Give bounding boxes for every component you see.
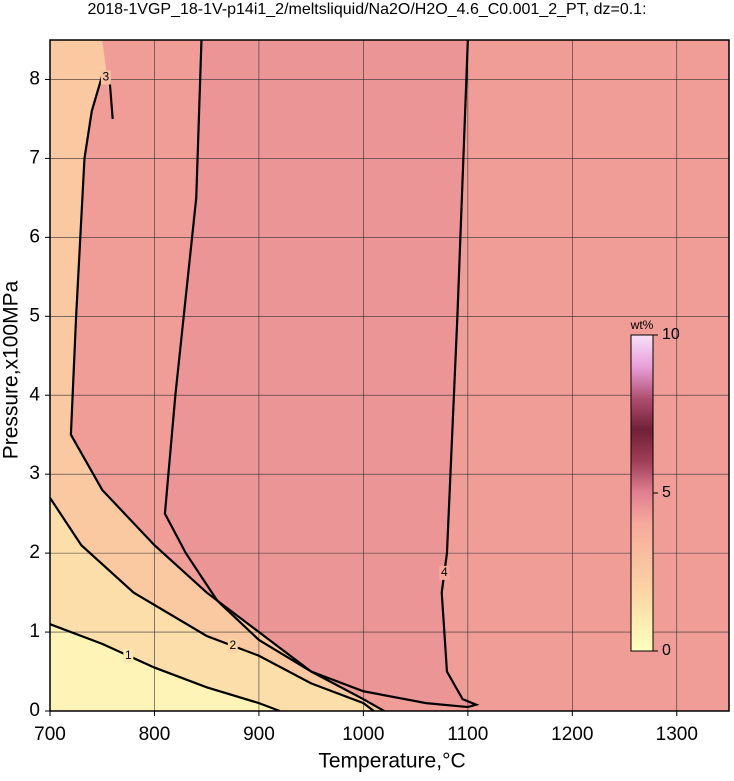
y-tick-label: 1 [29, 621, 40, 642]
contour-line [69, 73, 385, 711]
y-tick-label: 0 [29, 700, 40, 721]
contour-line [163, 40, 480, 709]
y-tick-label: 3 [29, 463, 40, 484]
contour-label-bg [123, 648, 134, 663]
y-tick-label: 6 [29, 226, 40, 247]
y-axis-label: Pressure,x100MPa [0, 280, 23, 459]
contour-label-bg [100, 70, 111, 85]
y-tick-label: 7 [29, 147, 40, 168]
plot-frame [49, 39, 730, 712]
contour-label: 2 [229, 638, 236, 652]
colorbar-tick-label: 0 [662, 642, 671, 659]
chart-title: 2018-1VGP_18-1V-p14i1_2/meltsliquid/Na2O… [87, 1, 646, 18]
x-tick-label: 1200 [551, 724, 593, 745]
y-tick-label: 2 [29, 542, 40, 563]
y-tick-label: 8 [29, 68, 40, 89]
contour-line [50, 623, 281, 711]
contour-label: 3 [103, 70, 110, 84]
x-tick-label: 1300 [656, 724, 698, 745]
colorbar [630, 334, 654, 652]
contour-region [50, 40, 385, 711]
contour-region [50, 624, 280, 711]
colorbar-tick-label: 10 [662, 326, 680, 343]
axes: 700 800 900 1000 1100 1200 1300 0 1 2 3 4 5 6 7 8 wt% 0 5 1… [29, 39, 730, 745]
x-tick-label: 800 [139, 724, 171, 745]
contour-region [164, 40, 477, 708]
contour-label: 1 [125, 648, 132, 662]
colorbar-tick-label: 5 [662, 484, 671, 501]
x-tick-label: 1100 [447, 724, 488, 745]
contour-label-bg [227, 638, 238, 653]
y-tick-label: 4 [29, 384, 40, 405]
contour-label: 4 [441, 565, 448, 579]
y-tick-label: 5 [29, 305, 40, 326]
x-tick-label: 700 [34, 724, 66, 745]
plot-area: 4 3 2 1 [50, 40, 729, 711]
x-tick-label: 1000 [342, 724, 384, 745]
contour-label-bg [439, 565, 450, 580]
colorbar-label: wt% [630, 318, 654, 332]
x-axis-label: Temperature,°C [318, 750, 465, 773]
x-tick-label: 900 [243, 724, 275, 745]
